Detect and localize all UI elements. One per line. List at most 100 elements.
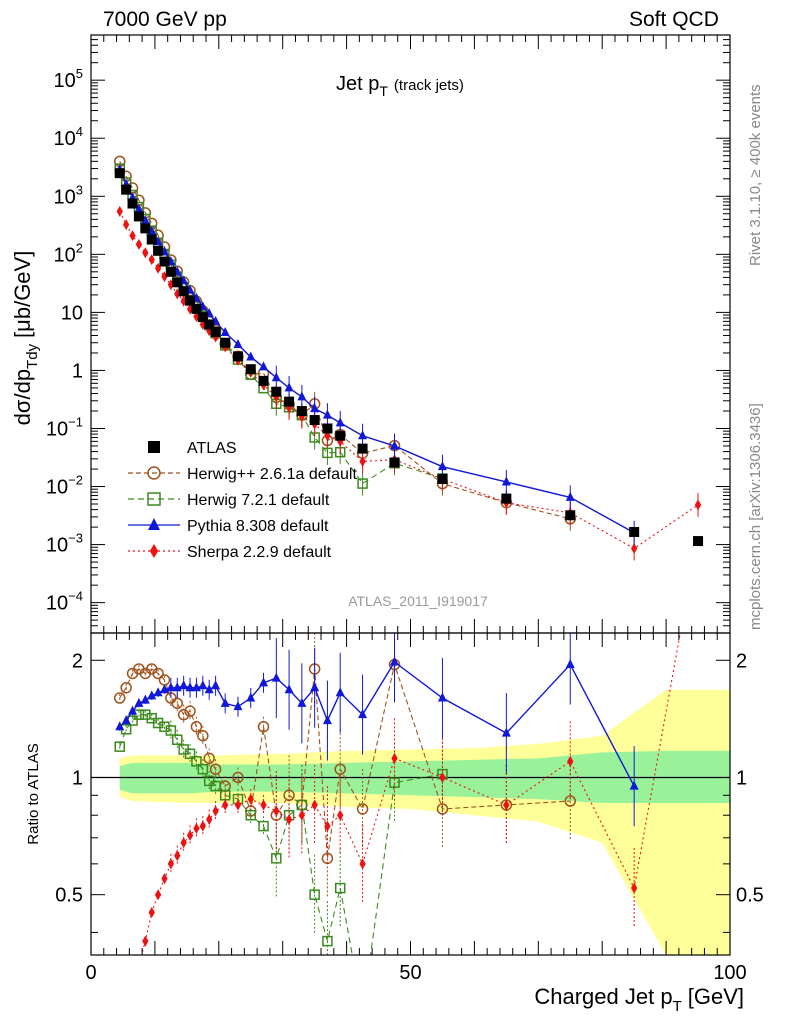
data-point <box>257 720 270 733</box>
x-axis-label: Charged Jet pT [GeV] <box>534 984 744 1015</box>
data-point <box>439 771 446 783</box>
data-point <box>190 720 203 733</box>
data-point <box>284 684 294 694</box>
data-point <box>204 319 215 330</box>
data-point <box>153 245 164 256</box>
data-point <box>335 687 345 697</box>
legend-item: Pythia 8.308 default <box>128 518 329 535</box>
data-point <box>501 476 511 486</box>
data-point <box>203 752 215 765</box>
data-point <box>567 755 574 767</box>
data-point <box>358 1007 367 1016</box>
data-point <box>298 809 306 821</box>
data-point <box>565 510 576 521</box>
data-point <box>129 987 135 998</box>
series-line <box>141 633 681 955</box>
data-point <box>501 493 512 504</box>
data-point <box>210 780 221 792</box>
data-point <box>271 386 282 397</box>
x-tick-label: 0 <box>85 962 96 984</box>
data-point <box>389 457 400 468</box>
data-point <box>184 705 196 717</box>
data-point <box>503 799 510 811</box>
data-point <box>359 455 366 467</box>
data-point <box>273 805 280 817</box>
data-point <box>185 682 195 692</box>
data-point <box>296 406 307 417</box>
y-tick-label: 104 <box>54 124 83 150</box>
data-point <box>177 708 190 721</box>
data-point <box>171 697 184 710</box>
ratio-tick-label-right: 2 <box>736 650 747 672</box>
legend-marker <box>147 466 161 480</box>
data-point <box>140 215 150 225</box>
data-point <box>334 763 346 775</box>
series-atlas <box>114 168 704 547</box>
data-point <box>233 701 243 711</box>
data-point <box>134 203 144 213</box>
data-point <box>501 727 511 737</box>
data-point <box>166 682 176 692</box>
data-point <box>271 672 281 682</box>
data-point <box>247 793 254 805</box>
y-tick-label: 10−1 <box>46 414 83 440</box>
ratio-data <box>91 633 730 1017</box>
main-plot: 105 104 103 10 1 10−1 10−2 10−3 10−4 102 ATLAS Herw… <box>46 34 731 634</box>
data-point <box>133 211 144 222</box>
y-tick-label: 10−4 <box>46 589 83 615</box>
data-point <box>211 680 221 690</box>
data-point <box>120 682 132 694</box>
data-point <box>209 763 222 775</box>
data-point <box>127 198 138 209</box>
data-point <box>358 430 368 440</box>
data-point <box>204 684 214 694</box>
ratio-y-label: Ratio to ATLAS <box>25 743 42 844</box>
data-point <box>197 729 209 742</box>
data-point <box>153 687 163 697</box>
series-3 <box>115 163 639 545</box>
data-point <box>322 935 333 947</box>
data-point <box>233 338 243 348</box>
data-point <box>322 409 332 419</box>
chart-title: Jet pT (track jets) <box>336 73 464 99</box>
data-point <box>114 741 126 752</box>
ratio-tick-label-right: 0.5 <box>736 885 764 907</box>
y-axis-label: dσ/dpTdy[μb/GeV] <box>10 251 41 426</box>
data-point <box>220 337 231 348</box>
legend-label: Herwig 7.2.1 default <box>187 492 330 509</box>
data-point <box>178 286 189 297</box>
data-point <box>285 813 293 825</box>
data-point <box>165 725 177 736</box>
data-point <box>565 491 575 501</box>
legend-marker <box>147 492 161 506</box>
data-point <box>335 430 346 441</box>
data-point <box>390 440 400 450</box>
data-point <box>232 771 244 784</box>
data-point <box>128 705 138 715</box>
data-point <box>334 882 346 894</box>
legend-marker <box>148 441 160 453</box>
ratio-plot: 2 2 1 1 0.5 0.5 0 50 100 <box>55 632 764 1017</box>
data-point <box>206 813 213 825</box>
data-point <box>357 478 368 489</box>
data-point <box>565 659 575 669</box>
data-point <box>179 680 189 690</box>
data-point <box>220 697 230 707</box>
data-point <box>258 820 269 832</box>
data-point <box>136 959 142 970</box>
y-tick-label: 102 <box>54 240 83 266</box>
data-point <box>193 822 200 834</box>
data-point <box>212 805 219 817</box>
header-left: 7000 GeV pp <box>103 8 227 31</box>
ratio-series-4 <box>123 633 681 1017</box>
header-right: Soft QCD <box>629 8 719 31</box>
data-point <box>437 692 447 702</box>
data-point <box>152 667 164 680</box>
data-point <box>309 415 320 426</box>
data-point <box>135 238 143 250</box>
ratio-tick-label-left: 1 <box>72 767 83 789</box>
data-point <box>222 799 229 811</box>
data-point <box>123 1006 129 1017</box>
data-point <box>114 168 125 179</box>
